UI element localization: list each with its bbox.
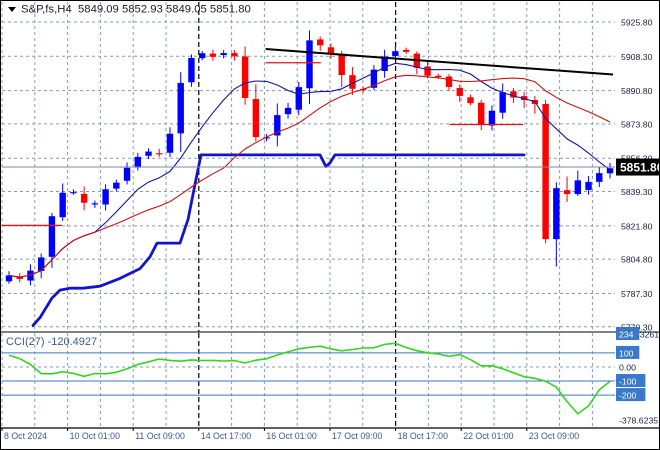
svg-text:11 Oct 09:00: 11 Oct 09:00	[135, 431, 185, 441]
svg-text:-200: -200	[619, 391, 637, 401]
svg-text:5908.30: 5908.30	[621, 52, 653, 62]
svg-text:10 Oct 01:00: 10 Oct 01:00	[70, 431, 120, 441]
svg-text:17 Oct 09:00: 17 Oct 09:00	[332, 431, 382, 441]
svg-text:14 Oct 17:00: 14 Oct 17:00	[201, 431, 251, 441]
svg-text:5925.80: 5925.80	[621, 17, 653, 27]
svg-text:5873.80: 5873.80	[621, 119, 653, 129]
svg-text:18 Oct 17:00: 18 Oct 17:00	[398, 431, 448, 441]
svg-text:5821.80: 5821.80	[621, 221, 653, 231]
svg-text:22 Oct 01:00: 22 Oct 01:00	[463, 431, 513, 441]
svg-text:16 Oct 01:00: 16 Oct 01:00	[266, 431, 316, 441]
svg-text:234: 234	[619, 330, 634, 340]
svg-text:5851.80: 5851.80	[620, 161, 660, 175]
svg-text:5839.30: 5839.30	[621, 187, 653, 197]
svg-text:5849.09 5852.93 5849.05 5851.8: 5849.09 5852.93 5849.05 5851.80	[78, 4, 251, 16]
svg-text:-378.6235: -378.6235	[619, 416, 658, 426]
svg-text:CCI(27) -120.4927: CCI(27) -120.4927	[6, 336, 97, 348]
svg-text:100: 100	[619, 348, 634, 358]
svg-text:8 Oct 2024: 8 Oct 2024	[4, 431, 47, 441]
svg-text:S&P,fs,H4: S&P,fs,H4	[21, 4, 72, 16]
svg-text:5804.80: 5804.80	[621, 255, 653, 265]
svg-text:5787.30: 5787.30	[621, 289, 653, 299]
svg-text:.3261: .3261	[637, 330, 659, 340]
svg-text:-100: -100	[619, 377, 637, 387]
svg-text:23 Oct 09:00: 23 Oct 09:00	[529, 431, 579, 441]
svg-text:0.00: 0.00	[619, 362, 636, 372]
svg-text:5890.80: 5890.80	[621, 86, 653, 96]
